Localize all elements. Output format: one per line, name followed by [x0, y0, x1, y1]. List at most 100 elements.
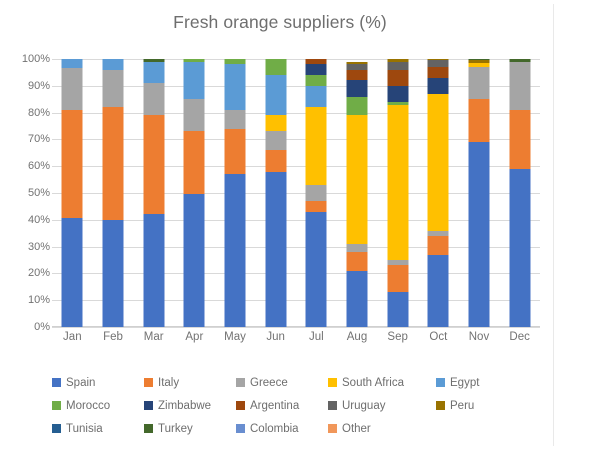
- stacked-bar[interactable]: [305, 59, 327, 327]
- bar-segment[interactable]: [305, 59, 327, 65]
- stacked-bar[interactable]: [427, 59, 449, 327]
- bar-segment[interactable]: [265, 131, 287, 151]
- bar-segment[interactable]: [346, 251, 368, 271]
- bar-segment[interactable]: [102, 107, 124, 220]
- legend-item-zimbabwe[interactable]: Zimbabwe: [144, 394, 211, 417]
- bar-segment[interactable]: [509, 61, 531, 110]
- bar-segment[interactable]: [387, 61, 409, 70]
- bar-segment[interactable]: [102, 59, 124, 70]
- bar-segment[interactable]: [427, 254, 449, 327]
- bar-segment[interactable]: [346, 69, 368, 81]
- bar-segment[interactable]: [61, 109, 83, 219]
- bar-segment[interactable]: [468, 67, 490, 100]
- bar-segment[interactable]: [305, 85, 327, 108]
- bar-segment[interactable]: [224, 109, 246, 129]
- bar-segment[interactable]: [509, 59, 531, 62]
- bar-segment[interactable]: [265, 75, 287, 116]
- bar-segment[interactable]: [387, 101, 409, 105]
- bar-segment[interactable]: [468, 99, 490, 143]
- bar-segment[interactable]: [61, 59, 83, 69]
- bar-segment[interactable]: [61, 218, 83, 327]
- bar-segment[interactable]: [468, 59, 490, 61]
- y-axis-tick-label: 50%: [27, 187, 50, 199]
- stacked-bar[interactable]: [265, 59, 287, 327]
- bar-segment[interactable]: [143, 214, 165, 327]
- bar-segment[interactable]: [265, 59, 287, 76]
- stacked-bar[interactable]: [346, 59, 368, 327]
- bar-segment[interactable]: [346, 96, 368, 116]
- bar-segment[interactable]: [427, 67, 449, 78]
- bar-segment[interactable]: [387, 265, 409, 293]
- bar-segment[interactable]: [427, 235, 449, 255]
- bar-segment[interactable]: [468, 142, 490, 327]
- bar-segment[interactable]: [346, 80, 368, 97]
- stacked-bar[interactable]: [509, 59, 531, 327]
- bar-segment[interactable]: [346, 64, 368, 70]
- legend-item-egypt[interactable]: Egypt: [436, 371, 479, 394]
- legend-item-greece[interactable]: Greece: [236, 371, 288, 394]
- bar-segment[interactable]: [143, 59, 165, 62]
- bar-segment[interactable]: [427, 59, 449, 61]
- bar-segment[interactable]: [305, 201, 327, 212]
- bar-segment[interactable]: [143, 115, 165, 215]
- legend-item-italy[interactable]: Italy: [144, 371, 179, 394]
- bar-segment[interactable]: [183, 99, 205, 132]
- bar-segment[interactable]: [224, 64, 246, 110]
- stacked-bar[interactable]: [224, 59, 246, 327]
- bar-segment[interactable]: [143, 83, 165, 116]
- bar-segment[interactable]: [387, 260, 409, 266]
- legend-item-colombia[interactable]: Colombia: [236, 417, 299, 440]
- legend-item-south-africa[interactable]: South Africa: [328, 371, 404, 394]
- bar-segment[interactable]: [346, 115, 368, 244]
- bar-segment[interactable]: [468, 63, 490, 68]
- bar-segment[interactable]: [265, 115, 287, 132]
- bar-segment[interactable]: [265, 150, 287, 172]
- bar-segment[interactable]: [468, 60, 490, 64]
- legend-item-tunisia[interactable]: Tunisia: [52, 417, 103, 440]
- bar-segment[interactable]: [305, 107, 327, 185]
- legend-item-turkey[interactable]: Turkey: [144, 417, 193, 440]
- bar-segment[interactable]: [265, 171, 287, 327]
- bar-segment[interactable]: [509, 109, 531, 169]
- bar-segment[interactable]: [224, 174, 246, 327]
- bar-segment[interactable]: [387, 292, 409, 327]
- bar-segment[interactable]: [143, 61, 165, 84]
- bar-segment[interactable]: [427, 230, 449, 236]
- bar-segment[interactable]: [61, 68, 83, 110]
- bar-segment[interactable]: [346, 61, 368, 65]
- bar-segment[interactable]: [346, 270, 368, 327]
- legend-item-other[interactable]: Other: [328, 417, 371, 440]
- stacked-bar[interactable]: [61, 59, 83, 327]
- stacked-bar[interactable]: [387, 59, 409, 327]
- bar-segment[interactable]: [305, 64, 327, 76]
- bar-segment[interactable]: [224, 128, 246, 175]
- bar-segment[interactable]: [427, 93, 449, 231]
- bar-segment[interactable]: [387, 69, 409, 86]
- bar-segment[interactable]: [509, 168, 531, 327]
- bar-segment[interactable]: [346, 243, 368, 252]
- bar-segment[interactable]: [183, 61, 205, 100]
- bar-segment[interactable]: [305, 75, 327, 86]
- stacked-bar[interactable]: [468, 59, 490, 327]
- bar-segment[interactable]: [102, 69, 124, 108]
- bar-segment[interactable]: [183, 59, 205, 62]
- legend-item-morocco[interactable]: Morocco: [52, 394, 110, 417]
- bar-segment[interactable]: [387, 85, 409, 102]
- bar-segment[interactable]: [427, 60, 449, 68]
- stacked-bar[interactable]: [143, 59, 165, 327]
- legend-item-uruguay[interactable]: Uruguay: [328, 394, 385, 417]
- bar-segment[interactable]: [305, 184, 327, 202]
- bar-segment[interactable]: [427, 77, 449, 94]
- bar-segment[interactable]: [183, 194, 205, 327]
- bar-segment[interactable]: [102, 219, 124, 327]
- stacked-bar[interactable]: [102, 59, 124, 327]
- legend-item-spain[interactable]: Spain: [52, 371, 95, 394]
- bar-segment[interactable]: [387, 104, 409, 260]
- bar-segment[interactable]: [183, 131, 205, 195]
- legend-item-argentina[interactable]: Argentina: [236, 394, 299, 417]
- bar-segment[interactable]: [224, 59, 246, 65]
- legend-item-peru[interactable]: Peru: [436, 394, 474, 417]
- stacked-bar[interactable]: [183, 59, 205, 327]
- bar-segment[interactable]: [305, 211, 327, 327]
- bar-segment[interactable]: [387, 59, 409, 62]
